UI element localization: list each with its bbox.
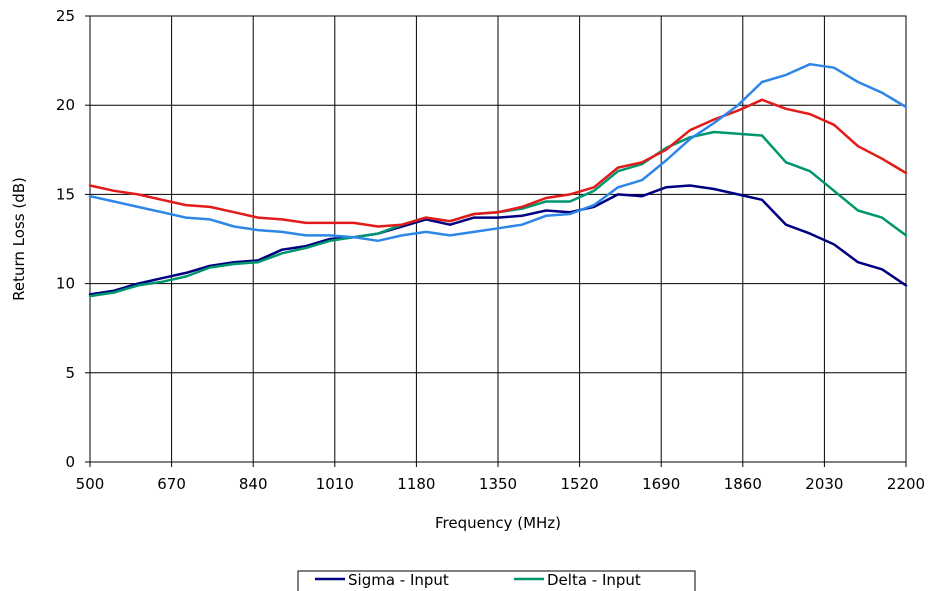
series-lines: [88, 62, 908, 298]
y-tick-label: 5: [65, 364, 75, 382]
grid-lines: [85, 15, 907, 467]
x-tick-label: 2030: [805, 475, 843, 493]
series-line-0: [88, 184, 908, 296]
series-line-2: [88, 98, 908, 228]
x-tick-label: 1860: [724, 475, 762, 493]
x-tick-label: 840: [239, 475, 268, 493]
legend-label-sigma: Sigma - Input: [348, 571, 449, 589]
y-tick-label: 25: [56, 7, 75, 25]
legend-box: [297, 570, 696, 591]
x-tick-label: 1690: [642, 475, 680, 493]
plot-frame: [89, 15, 907, 463]
legend: Sigma - Input Delta - Input: [297, 570, 696, 591]
x-tick-label: 1180: [397, 475, 435, 493]
legend-label-delta: Delta - Input: [547, 571, 641, 589]
series-line-3: [88, 62, 908, 243]
x-axis-title: Frequency (MHz): [435, 514, 561, 532]
y-tick-label: 10: [56, 275, 75, 293]
x-tick-label: 500: [76, 475, 105, 493]
x-tick-label: 1520: [561, 475, 599, 493]
x-tick-label: 1350: [479, 475, 517, 493]
y-axis-title: Return Loss (dB): [10, 177, 28, 301]
x-tick-label: 1010: [316, 475, 354, 493]
x-axis-tick-labels: 500 670 840 1010 1180 1350 1520 1690 1860 2030 220…: [76, 475, 925, 493]
y-axis-tick-labels: 0 5 10 15 20 25: [56, 7, 75, 471]
x-tick-label: 2200: [887, 475, 925, 493]
y-tick-label: 20: [56, 96, 75, 114]
y-tick-label: 0: [65, 453, 75, 471]
x-tick-label: 670: [157, 475, 186, 493]
y-tick-label: 15: [56, 185, 75, 203]
